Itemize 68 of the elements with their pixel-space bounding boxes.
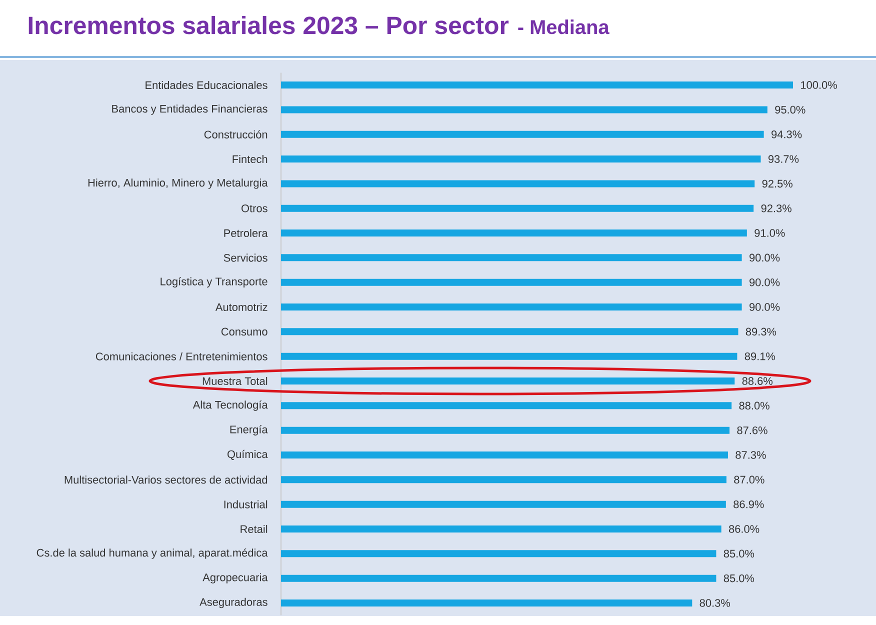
data-label: 86.9%	[734, 500, 764, 508]
y-tick-label: Aseguradoras	[200, 598, 268, 608]
y-tick-label: Química	[228, 450, 268, 460]
bar	[281, 451, 728, 458]
y-tick-label: Otros	[242, 204, 268, 212]
data-label: 87.3%	[736, 451, 766, 459]
data-label: 89.3%	[746, 328, 776, 336]
data-label: 94.3%	[772, 130, 802, 138]
data-label: 93.7%	[768, 155, 799, 163]
data-label: 86.0%	[728, 525, 760, 533]
chart-title: Incrementos salariales 2023 – Por sector	[28, 16, 509, 34]
data-label: 91.0%	[754, 229, 785, 237]
data-label: 88.6%	[742, 377, 773, 385]
data-label: 95.0%	[775, 106, 806, 114]
y-tick-label: Automotriz	[215, 302, 268, 312]
y-tick-label: Multisectorial-Varios sectores de actividad	[64, 476, 268, 484]
bar	[281, 304, 742, 311]
y-tick-label: Bancos y Entidades Financieras	[112, 104, 268, 115]
y-tick-label: Comunicaciones / Entretenimientos	[96, 352, 268, 360]
bar	[281, 130, 764, 138]
y-tick-label: Hierro, Aluminio, Minero y Metalurgia	[88, 178, 268, 189]
bar	[281, 500, 726, 508]
bar	[281, 352, 738, 360]
y-tick-label: Entidades Educacionales	[146, 81, 268, 90]
data-label: 87.0%	[734, 476, 764, 484]
y-tick-label: Construcción	[204, 130, 268, 138]
bar	[281, 106, 768, 114]
bar	[281, 402, 732, 410]
bar	[281, 525, 722, 532]
bar	[281, 254, 742, 262]
bar	[281, 574, 716, 582]
bar	[281, 378, 735, 384]
y-tick-label: Cs.de la salud humana y animal, aparat.médica	[36, 548, 268, 559]
data-label: 92.5%	[762, 180, 792, 188]
bar	[281, 278, 742, 286]
data-label: 85.0%	[724, 550, 754, 558]
y-tick-label: Servicios	[224, 254, 268, 262]
data-label: 85.0%	[724, 574, 754, 582]
y-tick-label: Fintech	[232, 155, 268, 164]
data-label: 90.0%	[750, 278, 780, 286]
y-tick-label: Petrolera	[224, 228, 268, 238]
data-label: 90.0%	[750, 303, 780, 311]
y-tick-label: Energía	[230, 425, 268, 436]
bar	[281, 180, 755, 188]
y-tick-label: Logística y Transporte	[160, 277, 268, 288]
y-tick-label: Alta Tecnología	[192, 400, 268, 411]
bar	[281, 230, 747, 237]
bar	[281, 204, 754, 212]
chart-subtitle: - Mediana	[518, 20, 610, 34]
bar	[281, 550, 716, 558]
bar	[281, 426, 730, 434]
y-tick-label: Agropecuaria	[202, 573, 268, 584]
y-tick-label: Retail	[240, 524, 268, 534]
data-label: 88.0%	[739, 402, 770, 410]
y-tick-label: Consumo	[221, 328, 268, 336]
data-label: 90.0%	[750, 254, 780, 262]
data-label: 92.3%	[761, 204, 792, 212]
bar	[281, 599, 692, 606]
data-label: 87.6%	[737, 426, 768, 434]
data-label: 80.3%	[700, 599, 730, 607]
bar	[281, 328, 738, 336]
y-tick-label: Muestra Total	[202, 376, 268, 386]
y-tick-label: Industrial	[224, 500, 268, 508]
bar	[281, 156, 761, 163]
bar	[281, 476, 726, 484]
bar	[281, 82, 794, 89]
data-label: 89.1%	[744, 352, 776, 360]
data-label: 100.0%	[801, 81, 837, 89]
